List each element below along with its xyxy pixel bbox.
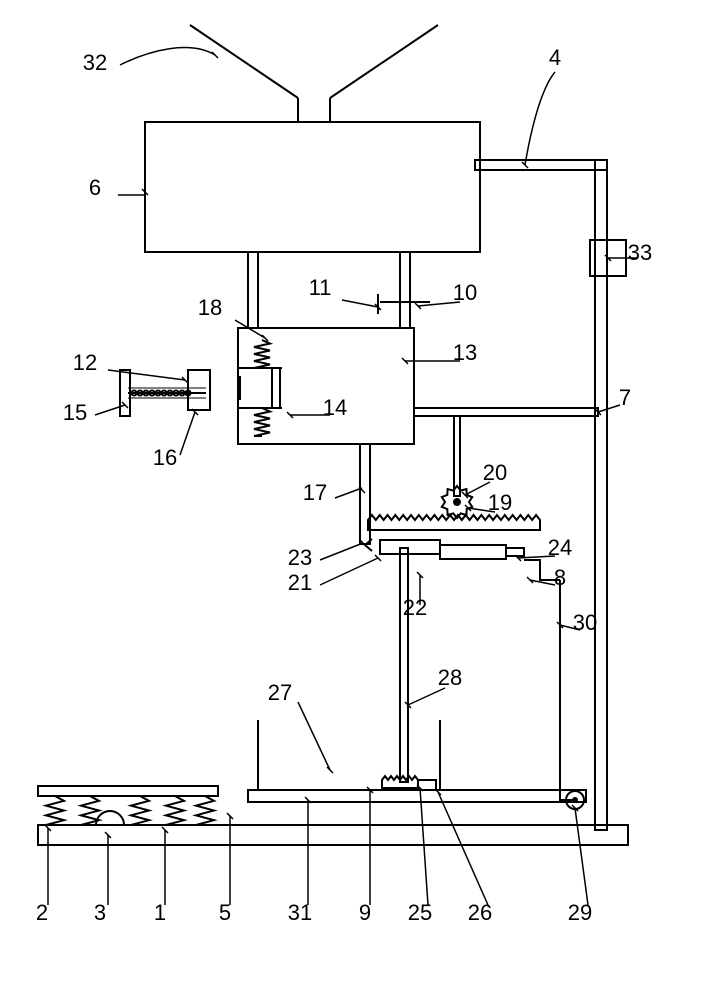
label-8: 8 [554, 565, 566, 590]
leader-l17 [335, 488, 362, 498]
label-6: 6 [89, 175, 101, 200]
plunger-block [188, 370, 210, 410]
label-5: 5 [219, 900, 231, 925]
leader-l11 [342, 300, 378, 307]
label-24: 24 [548, 535, 572, 560]
label-11: 11 [309, 275, 332, 300]
base-spring [131, 796, 149, 825]
spring-lower [254, 408, 270, 436]
label-29: 29 [568, 900, 592, 925]
leader-l25 [420, 788, 428, 905]
spring-plate [38, 786, 218, 796]
leader-l7 [598, 405, 620, 412]
leaders-layer [45, 48, 638, 905]
label-20: 20 [483, 460, 507, 485]
bump [96, 811, 124, 825]
label-16: 16 [153, 445, 177, 470]
label-4: 4 [549, 45, 561, 70]
rack [368, 515, 540, 530]
leader-l29 [575, 808, 588, 905]
label-23: 23 [288, 545, 312, 570]
pipe-left [248, 252, 258, 328]
label-15: 15 [63, 400, 87, 425]
pipe-right [400, 252, 410, 328]
base-spring [196, 796, 214, 825]
leader-l26 [438, 792, 488, 905]
label-1: 1 [154, 900, 166, 925]
spring-upper [254, 340, 270, 368]
label-19: 19 [488, 490, 512, 515]
label-25: 25 [408, 900, 432, 925]
label-10: 10 [453, 280, 477, 305]
base-spring [166, 796, 184, 825]
cylinder [440, 545, 506, 559]
upright-column [595, 160, 607, 830]
engineering-diagram: 3246331811101213151614717201923212482230… [0, 0, 722, 1000]
shapes-layer [38, 25, 628, 845]
label-9: 9 [359, 900, 371, 925]
label-18: 18 [198, 295, 222, 320]
leader-l27 [298, 702, 330, 770]
leader-l16 [180, 412, 195, 455]
label-22: 22 [403, 595, 427, 620]
label-28: 28 [438, 665, 462, 690]
feed-tube [400, 548, 408, 782]
cross-bar [414, 408, 598, 416]
label-2: 2 [36, 900, 48, 925]
leader-l32 [120, 48, 215, 65]
label-14: 14 [323, 395, 347, 420]
hopper-box [145, 122, 480, 252]
label-31: 31 [288, 900, 312, 925]
label-30: 30 [573, 610, 597, 635]
label-27: 27 [268, 680, 292, 705]
label-32: 32 [83, 50, 107, 75]
base-plate [38, 825, 628, 845]
label-21: 21 [288, 570, 312, 595]
base-spring [81, 796, 99, 825]
leader-l4 [525, 72, 555, 165]
base-spring [46, 796, 64, 825]
label-33: 33 [628, 240, 652, 265]
leader-l21 [320, 558, 378, 585]
inner-base [248, 790, 586, 802]
label-17: 17 [303, 480, 327, 505]
label-12: 12 [73, 350, 97, 375]
top-bar [475, 160, 607, 170]
label-7: 7 [619, 385, 631, 410]
leader-l23 [320, 543, 363, 560]
label-26: 26 [468, 900, 492, 925]
leader-l28 [408, 688, 445, 705]
label-3: 3 [94, 900, 106, 925]
label-13: 13 [453, 340, 477, 365]
